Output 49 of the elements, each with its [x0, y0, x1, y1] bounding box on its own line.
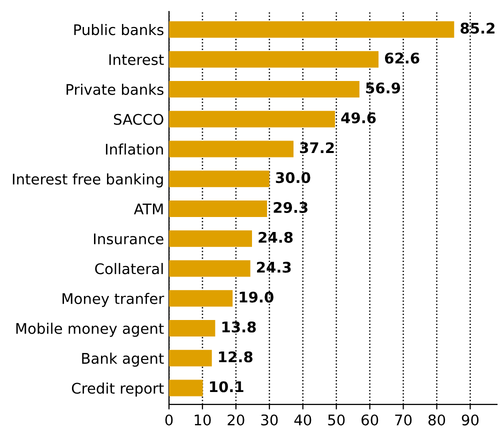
bar [169, 81, 360, 98]
bar [169, 320, 216, 336]
bar [169, 21, 454, 38]
x-tick-label: 40 [294, 414, 312, 426]
data-label: 13.8 [222, 321, 256, 332]
y-tick-label: Private banks [66, 84, 164, 95]
y-tick-label: Mobile money agent [16, 322, 164, 337]
data-label: 49.6 [341, 112, 376, 124]
y-tick-label: Interest [109, 54, 164, 66]
data-label: 24.3 [257, 262, 291, 273]
y-tick-label: Inflation [106, 143, 163, 155]
data-label: 19.0 [240, 292, 274, 303]
x-tick-label: 10 [194, 414, 211, 426]
data-label: 30.0 [276, 172, 310, 184]
data-label: 24.8 [258, 232, 293, 243]
y-tick-label: SACCO [114, 114, 164, 125]
bar [169, 290, 233, 307]
data-label: 85.2 [460, 22, 494, 34]
y-tick-label: Bank agent [82, 352, 164, 367]
x-tick-label: 60 [362, 414, 378, 426]
bar [169, 170, 270, 188]
y-tick-label: Collateral [95, 262, 163, 274]
data-label: 12.8 [219, 351, 252, 362]
bar [169, 140, 294, 158]
bar [169, 51, 379, 68]
bar [169, 110, 336, 128]
bar [169, 200, 268, 217]
bar [169, 380, 203, 396]
data-label: 37.2 [300, 142, 334, 154]
y-tick-label: Money tranfer [62, 292, 164, 307]
x-tick-label: 70 [395, 414, 412, 426]
x-tick-label: 80 [428, 414, 446, 426]
x-tick-label: 0 [165, 414, 173, 426]
data-label: 56.9 [366, 82, 400, 94]
y-tick-label: Credit report [72, 382, 164, 397]
x-tick-label: 50 [328, 414, 345, 426]
data-label: 62.6 [384, 52, 420, 64]
y-tick-label: Public banks [74, 24, 164, 36]
y-tick-label: Interest free banking [12, 173, 163, 188]
y-tick-label: ATM [134, 204, 163, 214]
bar [169, 260, 250, 277]
x-tick-label: 30 [261, 414, 278, 426]
y-tick-label: Insurance [94, 234, 164, 244]
x-tick-label: 20 [228, 414, 244, 426]
x-tick-label: 90 [462, 414, 479, 426]
data-label: 10.1 [210, 381, 244, 392]
bar [169, 350, 212, 366]
data-label: 29.3 [274, 202, 308, 213]
bar [169, 230, 252, 247]
